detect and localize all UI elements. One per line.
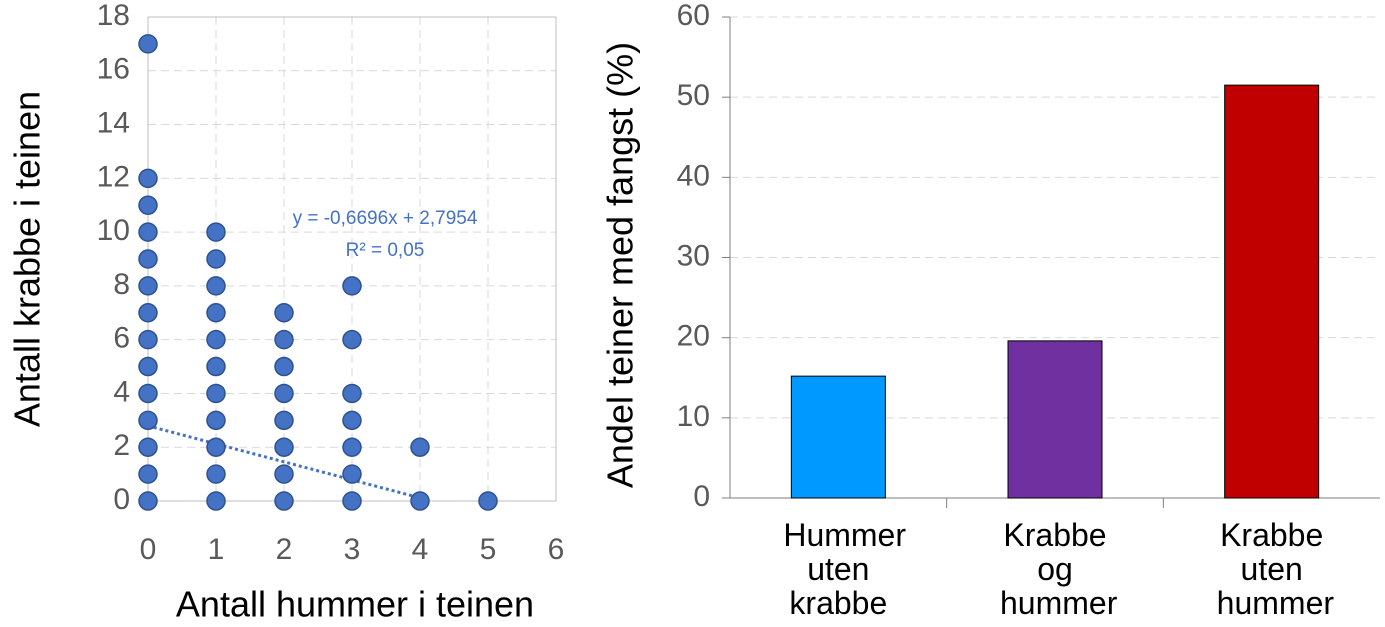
y-tick-label: 14 xyxy=(97,106,130,139)
point xyxy=(138,437,158,457)
point xyxy=(138,34,158,54)
point xyxy=(206,437,226,457)
point xyxy=(342,410,362,431)
y-tick-label: 60 xyxy=(677,0,710,32)
x-axis-title: Antall hummer i teinen xyxy=(176,584,534,625)
point xyxy=(138,464,158,484)
y-tick-label: 10 xyxy=(97,214,130,247)
point xyxy=(274,491,294,511)
point xyxy=(410,491,430,511)
trend-r2: R² = 0,05 xyxy=(346,240,425,261)
trend-equation: y = -0,6696x + 2,7954 xyxy=(293,208,478,229)
point xyxy=(410,437,430,457)
y-tick-label: 18 xyxy=(97,0,130,32)
y-tick-label: 4 xyxy=(113,375,130,408)
point xyxy=(206,303,226,323)
point xyxy=(138,329,158,350)
x-tick-label: 6 xyxy=(548,533,565,566)
point xyxy=(274,464,294,484)
y-tick-label: 12 xyxy=(97,160,130,193)
trendline xyxy=(147,424,433,503)
x-tick-label: 0 xyxy=(140,533,157,566)
point xyxy=(138,383,158,404)
y-axis-title: Andel teiner med fangst (%) xyxy=(600,42,641,488)
point xyxy=(206,222,226,242)
point xyxy=(206,464,226,484)
point xyxy=(138,195,158,215)
point xyxy=(274,410,294,431)
point xyxy=(138,249,158,269)
y-tick-label: 2 xyxy=(113,429,130,462)
y-axis-title: Antall krabbe i teinen xyxy=(7,91,48,427)
point xyxy=(274,303,294,323)
point xyxy=(342,437,362,457)
point xyxy=(274,356,294,377)
point xyxy=(206,383,226,404)
point xyxy=(206,356,226,377)
y-tick-label: 6 xyxy=(113,322,130,355)
point xyxy=(138,410,158,431)
point xyxy=(342,464,362,484)
bar xyxy=(790,375,886,499)
point xyxy=(274,383,294,404)
point xyxy=(138,303,158,323)
point xyxy=(206,329,226,350)
y-tick-label: 10 xyxy=(677,400,710,433)
point xyxy=(138,491,158,511)
x-tick-label: 3 xyxy=(344,533,361,566)
y-tick-label: 8 xyxy=(113,268,130,301)
y-tick-label: 30 xyxy=(677,239,710,272)
x-tick-label: Krabbe og hummer xyxy=(1000,517,1118,621)
y-tick-label: 50 xyxy=(677,79,710,112)
x-tick-label: 4 xyxy=(412,533,429,566)
y-tick-label: 20 xyxy=(677,320,710,353)
point xyxy=(274,437,294,457)
y-tick-label: 16 xyxy=(97,53,130,86)
y-tick-label: 0 xyxy=(693,480,710,513)
y-tick-label: 0 xyxy=(113,483,130,516)
point xyxy=(138,276,158,296)
point xyxy=(206,249,226,269)
bar xyxy=(1224,84,1320,499)
point xyxy=(206,410,226,431)
x-tick-label: Hummer uten krabbe xyxy=(783,517,906,621)
x-tick-label: Krabbe uten hummer xyxy=(1216,517,1335,621)
point xyxy=(138,168,158,189)
point xyxy=(138,356,158,377)
y-tick-label: 40 xyxy=(677,159,710,192)
point xyxy=(342,491,362,511)
point xyxy=(342,329,362,350)
x-tick-label: 2 xyxy=(276,533,293,566)
point xyxy=(206,491,226,511)
point xyxy=(478,491,498,511)
bar xyxy=(1007,340,1103,499)
point xyxy=(274,329,294,350)
point xyxy=(342,383,362,404)
x-tick-label: 5 xyxy=(480,533,497,566)
point xyxy=(342,276,362,296)
point xyxy=(206,276,226,296)
point xyxy=(138,222,158,242)
x-tick-label: 1 xyxy=(208,533,225,566)
